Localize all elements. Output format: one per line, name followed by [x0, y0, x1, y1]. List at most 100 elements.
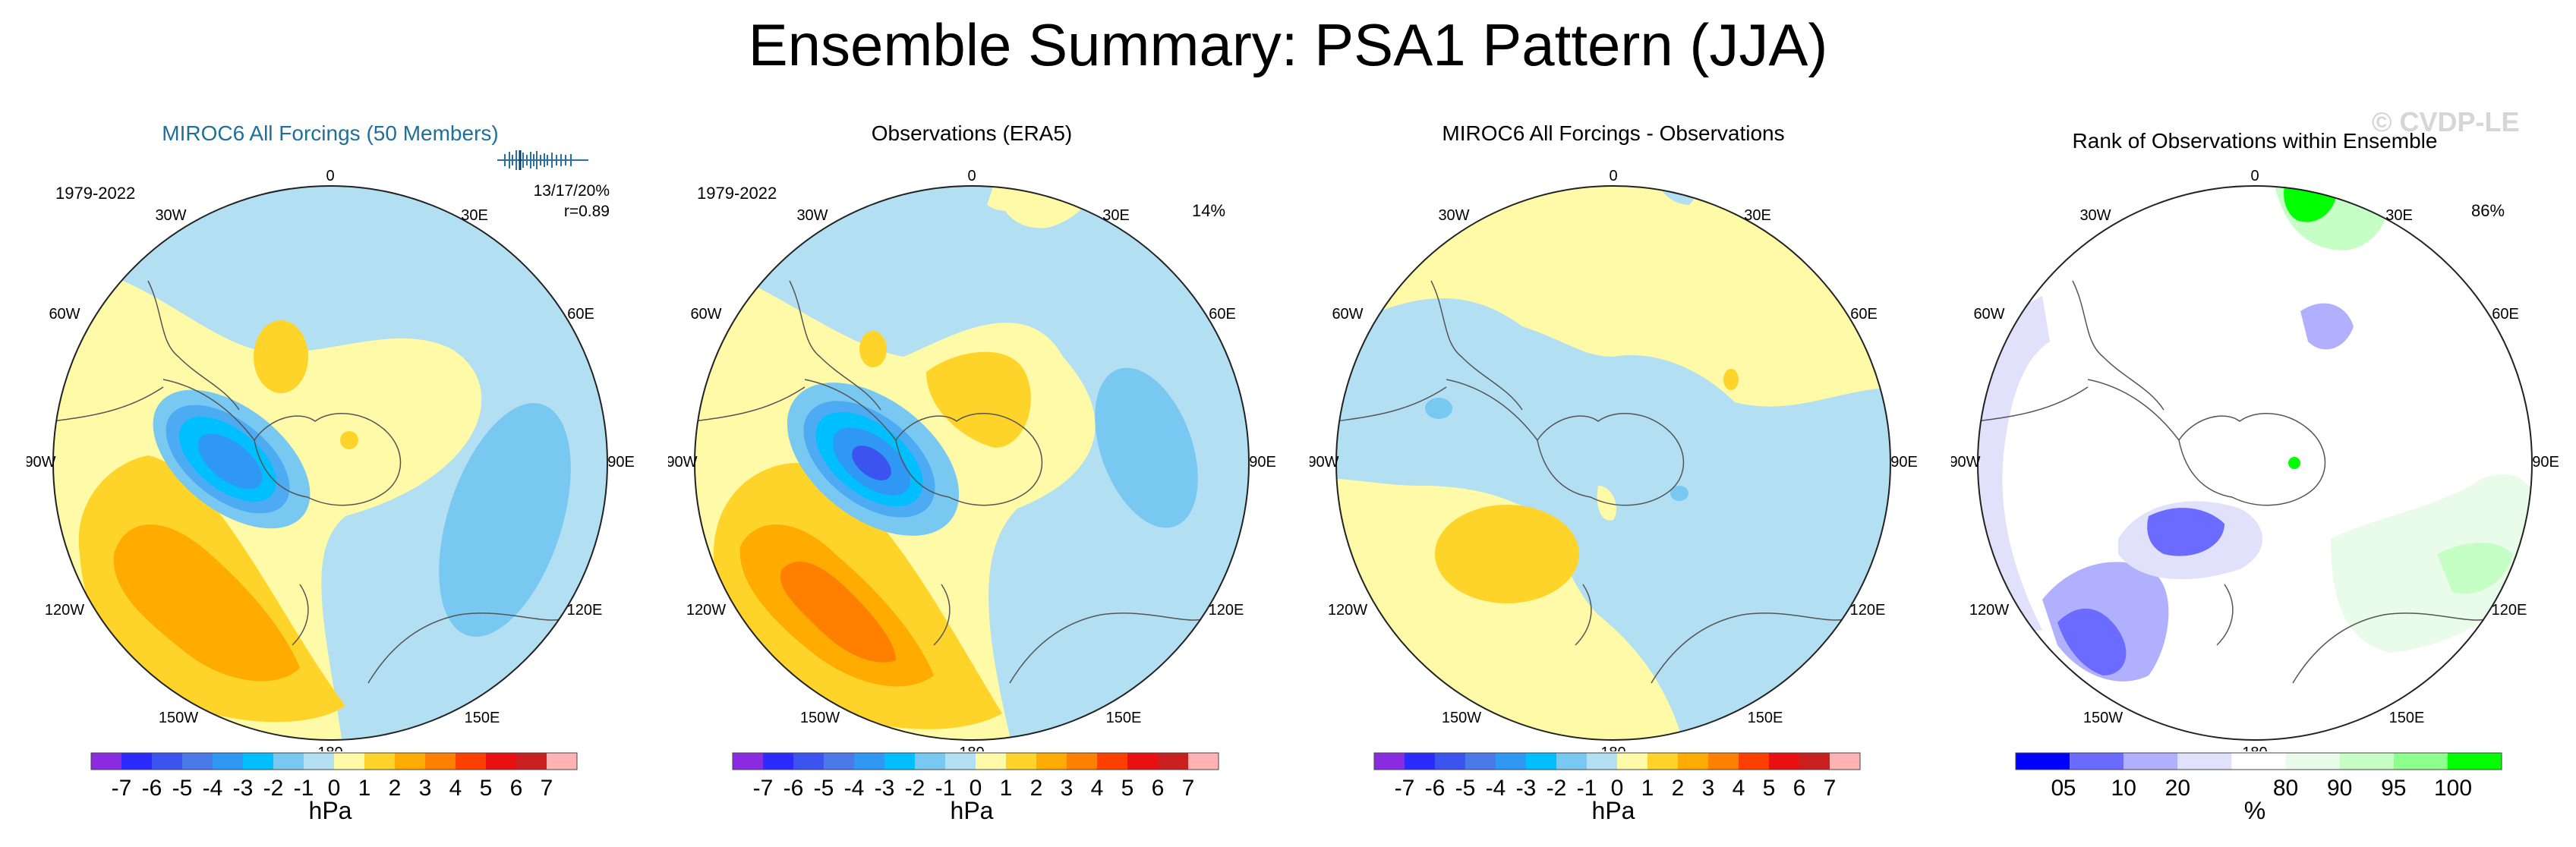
colorbar-tick-label: 4: [1091, 776, 1104, 801]
colorbar-tick-label: -4: [1486, 776, 1506, 801]
colorbar-swatch: [1097, 753, 1127, 770]
colorbar-tick-label: 0: [970, 776, 982, 801]
colorbar-tick-label: 3: [1061, 776, 1074, 801]
colorbar-swatch: [1830, 753, 1860, 770]
colorbar-swatch: [152, 753, 182, 770]
colorbar-swatch: [1526, 753, 1556, 770]
colorbar-swatch: [2124, 753, 2178, 770]
colorbar-swatch: [1006, 753, 1036, 770]
lon-label: 60W: [1973, 306, 2004, 323]
stats-correlation: r=0.89: [563, 203, 610, 220]
colorbar-swatch: [1405, 753, 1435, 770]
polar-map: 0 30E 60E 90E 120E 150E 180 150W 120W 90…: [1951, 168, 2559, 751]
lon-label: 30E: [1744, 207, 1771, 224]
colorbar-tick-label: -4: [844, 776, 865, 801]
colorbar-swatch: [2016, 753, 2070, 770]
lon-label: 150W: [800, 710, 840, 726]
panel-observations: Observations (ERA5) 1979-2022 14%: [668, 114, 1275, 842]
colorbar-swatch: [1036, 753, 1067, 770]
colorbar-swatch: [1067, 753, 1097, 770]
colorbar-swatch: [395, 753, 425, 770]
colorbar-swatch: [1158, 753, 1188, 770]
colorbar-swatch: [1556, 753, 1587, 770]
colorbar-tick-label: 7: [541, 776, 553, 801]
colorbar-swatch: [945, 753, 976, 770]
rank-colorbar: 0 5 10 20 80 90 95 100: [2015, 752, 2502, 801]
lon-label: 60W: [1332, 306, 1363, 323]
stats-percentiles: 13/17/20%: [533, 182, 610, 200]
colorbar-tick-label: 1: [1641, 776, 1654, 801]
colorbar-tick-label: 90: [2327, 776, 2352, 801]
colorbar-swatch: [1739, 753, 1769, 770]
lon-label: 60E: [1209, 306, 1236, 323]
colorbar-tick-label: -7: [1395, 776, 1415, 801]
lon-label: 150W: [1442, 710, 1481, 726]
colorbar-swatch: [793, 753, 824, 770]
lon-label: 120E: [1209, 602, 1244, 619]
page-title: Ensemble Summary: PSA1 Pattern (JJA): [748, 11, 1828, 78]
units-label: hPa: [1591, 797, 1635, 824]
colorbar-swatch: [213, 753, 243, 770]
colorbar-tick-label: -1: [935, 776, 956, 801]
colorbar-tick-label: 0: [2051, 776, 2064, 801]
colorbar-swatch: [763, 753, 793, 770]
colorbar-tick-label: -7: [112, 776, 132, 801]
colorbar-swatch: [976, 753, 1006, 770]
lon-label: 0: [1609, 168, 1617, 184]
lon-label: 30E: [1102, 207, 1130, 224]
colorbar-tick-label: 4: [1733, 776, 1745, 801]
lon-label: 30W: [1438, 207, 1469, 224]
colorbar-tick-label: -2: [905, 776, 925, 801]
colorbar-swatch: [2393, 753, 2448, 770]
lon-label: 60E: [567, 306, 594, 323]
colorbar-swatch: [2177, 753, 2232, 770]
lon-label: 150E: [1106, 710, 1142, 726]
period-label: 1979-2022: [55, 184, 136, 203]
lon-label: 90E: [2532, 454, 2559, 471]
lon-label: 90W: [1310, 454, 1339, 471]
colorbar-tick-label: 100: [2434, 776, 2472, 801]
lon-label: 150E: [2389, 710, 2425, 726]
lon-label: 30W: [155, 207, 186, 224]
units-label: hPa: [308, 797, 352, 824]
colorbar-swatch: [364, 753, 395, 770]
lon-label: 120W: [1969, 602, 2009, 619]
colorbar-swatch: [182, 753, 213, 770]
lon-label: 30W: [2079, 207, 2111, 224]
member-tick-strip: [497, 150, 588, 170]
colorbar-swatch: [486, 753, 516, 770]
lon-label: 60W: [49, 306, 80, 323]
lon-label: 120W: [45, 602, 84, 619]
lon-label: 90E: [1249, 454, 1275, 471]
colorbar-swatch: [1647, 753, 1678, 770]
polar-map: 0 30E 60E 90E 120E 150E 180 150W 120W 90…: [668, 168, 1275, 751]
lon-label: 120E: [567, 602, 603, 619]
lon-label: 0: [2250, 168, 2259, 184]
colorbar-tick-label: 6: [1793, 776, 1806, 801]
lon-label: 90E: [607, 454, 634, 471]
colorbar-swatch: [1435, 753, 1465, 770]
colorbar-tick-label: 2: [1672, 776, 1685, 801]
colorbar-swatch: [1127, 753, 1158, 770]
colorbar-swatch: [547, 753, 577, 770]
panel-title: MIROC6 All Forcings (50 Members): [162, 121, 499, 145]
colorbar-swatch: [2285, 753, 2340, 770]
colorbar-tick-label: 1: [358, 776, 371, 801]
colorbar-swatch: [91, 753, 121, 770]
lon-label: 180: [317, 745, 342, 751]
lon-label: 150E: [465, 710, 500, 726]
stats-block: 13/17/20% r=0.89: [481, 181, 610, 222]
colorbar-tick-label: -4: [203, 776, 223, 801]
panel-rank: Rank of Observations within Ensemble 86%: [1951, 114, 2559, 842]
colorbar-tick-label: 20: [2165, 776, 2190, 801]
panel-title: Observations (ERA5): [871, 121, 1073, 145]
lon-label: 0: [326, 168, 334, 184]
colorbar-tick-label: 2: [389, 776, 402, 801]
colorbar-tick-label: 5: [1763, 776, 1776, 801]
colorbar-tick-label: 80: [2273, 776, 2298, 801]
colorbar-tick-label: 7: [1824, 776, 1837, 801]
watermark: © CVDP-LE: [2372, 106, 2520, 137]
colorbar-tick-label: 5: [1121, 776, 1134, 801]
colorbar-tick-label: -6: [1425, 776, 1446, 801]
pressure-colorbar: -7 -6 -5 -4 -3 -2 -1 0 1 2 3 4 5 6 7: [90, 752, 578, 801]
